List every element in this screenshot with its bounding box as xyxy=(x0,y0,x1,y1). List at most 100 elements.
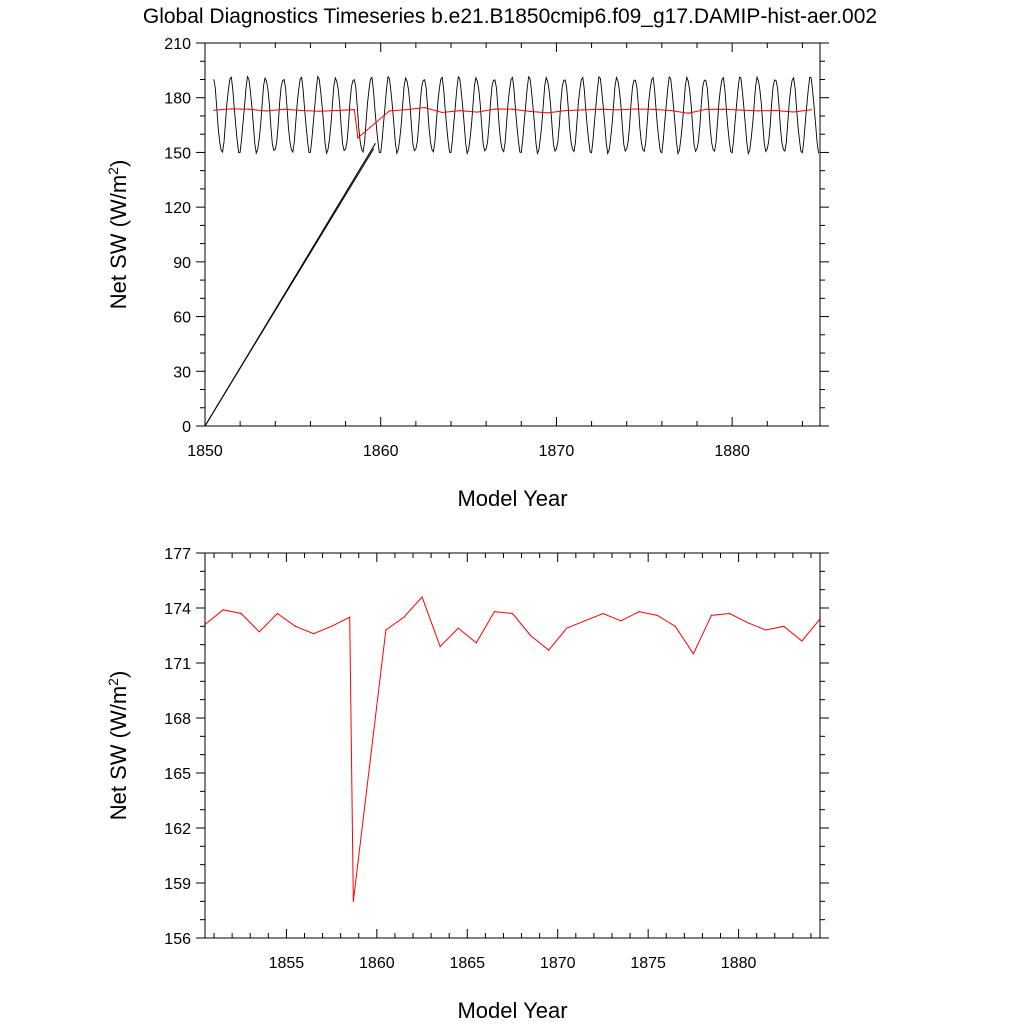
top-annual-mean-point xyxy=(406,108,408,111)
bottom-annual-mean-point xyxy=(475,642,477,644)
bottom-annual-mean-point xyxy=(511,612,514,615)
bottom-annual-mean-point xyxy=(638,611,640,613)
top-annual-mean-point xyxy=(476,111,478,113)
top-y-tick-label: 30 xyxy=(173,364,191,381)
bottom-annual-mean-point xyxy=(548,649,550,651)
top-annual-mean-point xyxy=(810,109,812,111)
top-annual-mean-point xyxy=(775,109,777,112)
top-annual-mean-point xyxy=(793,111,795,113)
bottom-y-tick-label: 177 xyxy=(164,546,191,563)
top-panel-timeseries: 1850 1860 1870 1880 0 30 60 90 120 150 180 210 Mode… xyxy=(105,36,829,511)
bottom-annual-mean-point xyxy=(710,614,713,616)
bottom-annual-mean-point xyxy=(385,629,387,631)
top-y-tick-label: 90 xyxy=(173,255,191,272)
bottom-annual-mean-point xyxy=(276,612,278,615)
top-x-tick-label: 1850 xyxy=(187,443,223,460)
top-annual-mean-point xyxy=(634,108,637,110)
bottom-y-tick-label: 162 xyxy=(164,821,191,838)
bottom-annual-mean-point xyxy=(222,609,224,611)
top-y-axis-label-close: ) xyxy=(106,160,131,167)
bottom-y-tick-label: 165 xyxy=(164,766,191,783)
top-annual-mean-point xyxy=(705,108,707,110)
top-annual-mean-point xyxy=(687,112,689,114)
top-annual-mean-point xyxy=(722,108,724,110)
bottom-annual-mean-point xyxy=(728,612,731,615)
top-x-axis-label: Model Year xyxy=(457,486,567,511)
bottom-annual-mean-point xyxy=(656,614,658,616)
bottom-annual-mean-point xyxy=(674,625,676,627)
bottom-annual-mean-point xyxy=(349,616,351,618)
bottom-annual-mean-point xyxy=(421,596,423,598)
bottom-series-layer xyxy=(205,596,820,902)
bottom-y-axis-label-close: ) xyxy=(106,671,131,678)
bottom-y-tick-label: 171 xyxy=(164,656,191,673)
top-annual-mean-point xyxy=(388,110,391,112)
top-plot-frame xyxy=(204,42,821,427)
bottom-y-tick-label: 174 xyxy=(164,601,191,618)
top-monthly-series-line xyxy=(213,75,819,156)
bottom-y-tick-label: 156 xyxy=(164,931,191,948)
top-annual-mean-point xyxy=(494,108,496,110)
top-y-axis-label: Net SW (W/m2) xyxy=(105,160,131,310)
bottom-annual-mean-point xyxy=(620,620,622,622)
bottom-annual-mean-point xyxy=(783,625,785,627)
top-y-tick-label: 120 xyxy=(164,200,191,217)
bottom-x-tick-label: 1880 xyxy=(721,955,757,972)
bottom-ticks-layer: 1855 1860 1865 1870 1875 1880 156 159 162 165 168 1… xyxy=(164,546,829,972)
top-annual-mean-line xyxy=(213,107,812,139)
bottom-x-tick-label: 1875 xyxy=(630,955,666,972)
top-annual-mean-point xyxy=(529,110,531,112)
bottom-annual-mean-point xyxy=(457,627,459,629)
top-annual-mean-point xyxy=(336,109,338,112)
top-annual-mean-point xyxy=(652,108,654,110)
top-series-layer xyxy=(205,75,819,426)
top-annual-mean-point xyxy=(511,108,514,110)
top-x-tick-label: 1870 xyxy=(539,443,575,460)
bottom-annual-mean-point xyxy=(584,620,586,622)
top-annual-mean-point xyxy=(301,109,303,112)
bottom-x-tick-label: 1870 xyxy=(540,955,576,972)
bottom-x-tick-label: 1865 xyxy=(449,955,485,972)
top-y-tick-label: 210 xyxy=(164,36,191,53)
bottom-x-tick-label: 1855 xyxy=(269,955,305,972)
top-annual-mean-point xyxy=(441,111,443,114)
bottom-y-axis-label-sup: 2 xyxy=(105,678,121,686)
top-annual-mean-point xyxy=(265,110,268,112)
bottom-annual-mean-point xyxy=(352,900,354,902)
top-y-tick-label: 0 xyxy=(182,419,191,436)
top-annual-mean-point xyxy=(248,108,250,110)
bottom-annual-mean-point xyxy=(240,612,242,615)
bottom-y-tick-label: 168 xyxy=(164,711,191,728)
top-y-tick-label: 180 xyxy=(164,91,191,108)
bottom-annual-mean-line xyxy=(205,596,820,902)
top-annual-mean-point xyxy=(357,137,359,139)
top-annual-mean-point xyxy=(353,108,355,111)
top-annual-mean-point xyxy=(564,110,566,112)
bottom-annual-mean-point xyxy=(566,627,568,629)
top-annual-mean-point xyxy=(582,109,584,111)
bottom-x-tick-label: 1860 xyxy=(359,955,395,972)
bottom-y-tick-label: 159 xyxy=(164,876,191,893)
top-y-tick-label: 60 xyxy=(173,310,191,327)
bottom-plot-frame xyxy=(204,552,821,939)
top-annual-mean-point xyxy=(230,108,232,110)
bottom-panel-annual-mean: 1855 1860 1865 1870 1875 1880 156 159 162 165 168 1… xyxy=(105,546,829,1023)
top-annual-mean-point xyxy=(740,109,742,111)
top-annual-mean-point xyxy=(757,110,760,112)
bottom-annual-mean-point xyxy=(692,653,694,655)
top-x-tick-label: 1880 xyxy=(714,443,750,460)
bottom-series-group xyxy=(205,596,820,902)
top-ticks-layer: 1850 1860 1870 1880 0 30 60 90 120 150 180 210 xyxy=(164,36,829,460)
bottom-annual-mean-point xyxy=(403,616,405,618)
figure-title: Global Diagnostics Timeseries b.e21.B185… xyxy=(143,5,877,28)
bottom-annual-mean-point xyxy=(331,625,333,627)
bottom-annual-mean-point xyxy=(258,631,260,633)
top-annual-mean-point xyxy=(670,109,672,112)
bottom-annual-mean-point xyxy=(801,640,803,642)
top-annual-mean-point xyxy=(283,108,285,110)
top-annual-mean-point xyxy=(617,109,619,111)
top-monthly-wrap-line xyxy=(205,143,376,426)
top-y-axis-label-main: Net SW (W/m xyxy=(106,175,131,309)
top-x-tick-label: 1860 xyxy=(363,443,399,460)
